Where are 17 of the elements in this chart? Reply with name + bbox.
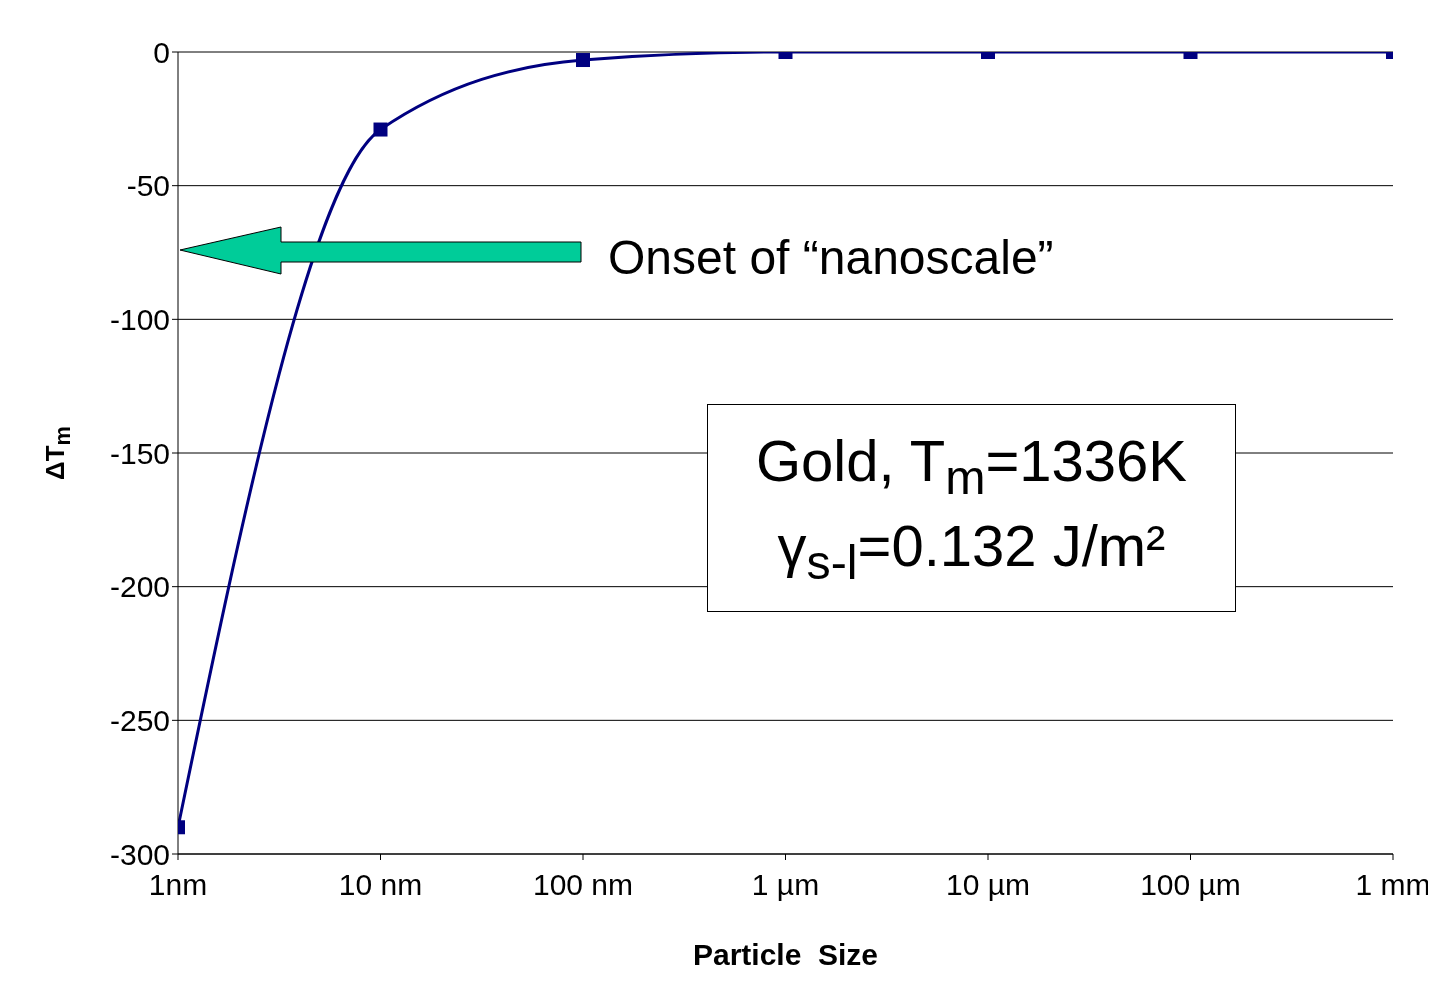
text: Gold, T$_{m}$=1336K γ$_{s-l}$=0.132 J/m² (756, 427, 1187, 589)
y-tick-label: 0 (153, 35, 170, 69)
x-tick-label: 100 µm (1140, 868, 1241, 902)
y-tick-label: -300 (109, 837, 170, 871)
y-tick-label: -50 (126, 169, 170, 203)
y-tick-label: -200 (109, 570, 170, 604)
x-tick-label: 1 µm (751, 868, 820, 902)
x-tick-label: 10 nm (338, 868, 423, 902)
x-tick-label: 1nm (148, 868, 208, 902)
x-tick-label: 1 mm (1355, 868, 1431, 902)
annotation: Onset of “nanoscale” (608, 230, 1054, 285)
x-tick-label: 10 µm (946, 868, 1030, 902)
y-tick-label: -250 (109, 703, 170, 737)
y-tick-label: -150 (109, 436, 170, 470)
x-axis-title: Particle Size (691, 938, 880, 972)
y-tick-label: -100 (109, 302, 170, 336)
x-tick-label: 100 nm (532, 868, 634, 902)
